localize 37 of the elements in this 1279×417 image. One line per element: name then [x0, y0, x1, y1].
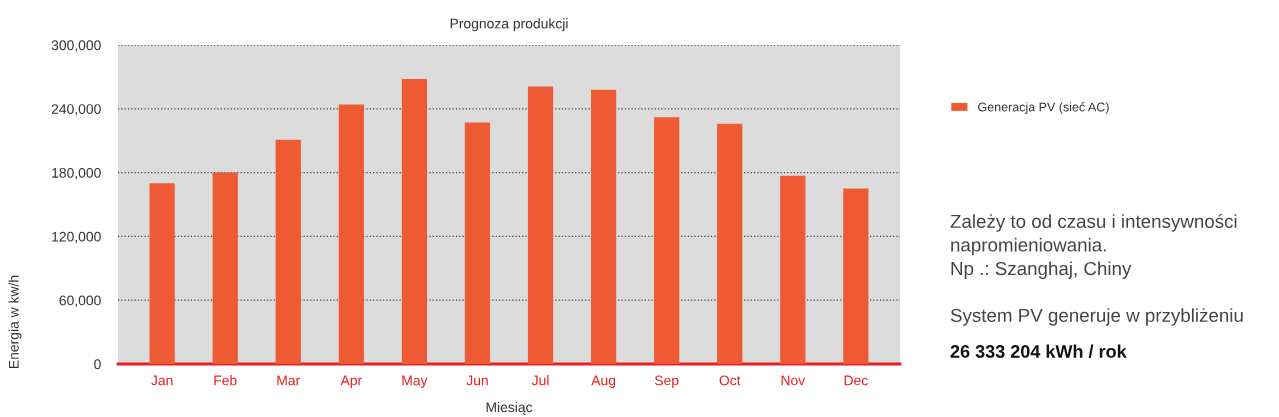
bar: [654, 117, 680, 364]
bar: [275, 139, 301, 364]
bar: [401, 79, 428, 364]
y-tick-label: 240,000: [51, 104, 101, 116]
x-tick-label: Aug: [591, 375, 616, 389]
chart-title: Prognoza produkcji: [450, 18, 568, 32]
x-axis-title: Miesiąc: [486, 401, 533, 415]
x-tick-label: Oct: [719, 375, 741, 386]
text: System PV generuje w przybliżeniu: [950, 308, 1243, 326]
x-tick-label: Jan: [151, 375, 173, 386]
x-tick-label: May: [402, 375, 428, 389]
text: 26 333 204 kWh / rok: [950, 344, 1127, 359]
x-tick-label: Mar: [277, 375, 300, 386]
bar: [780, 175, 806, 364]
y-axis-title: Energia w kw/h: [8, 275, 22, 368]
bar: [338, 104, 364, 364]
bar: [527, 86, 554, 364]
bar: [212, 172, 238, 364]
x-tick-label: Sep: [654, 375, 679, 389]
x-tick-label: Apr: [340, 375, 362, 389]
y-tick-label: 180,000: [52, 167, 101, 180]
bar: [717, 123, 743, 364]
x-tick-label: Feb: [214, 375, 237, 386]
bar: [149, 183, 175, 364]
bar: [843, 188, 869, 364]
legend-label: Generacja PV (sieć AC): [978, 102, 1109, 114]
y-tick-label: 60,000: [59, 295, 101, 308]
y-tick-label: 300,000: [51, 40, 101, 52]
text: Zależy to od czasu i intensywności napromieniowania. Np .: Szanghaj, Chiny: [950, 214, 1237, 279]
x-tick-label: Jun: [466, 375, 488, 386]
x-tick-label: Nov: [781, 375, 806, 386]
bar: [464, 122, 491, 364]
y-tick-label: 120,000: [52, 231, 101, 244]
x-tick-label: Jul: [531, 375, 549, 386]
y-tick-label: 0: [94, 359, 101, 370]
bar: [590, 89, 617, 364]
x-tick-label: Dec: [844, 375, 868, 386]
